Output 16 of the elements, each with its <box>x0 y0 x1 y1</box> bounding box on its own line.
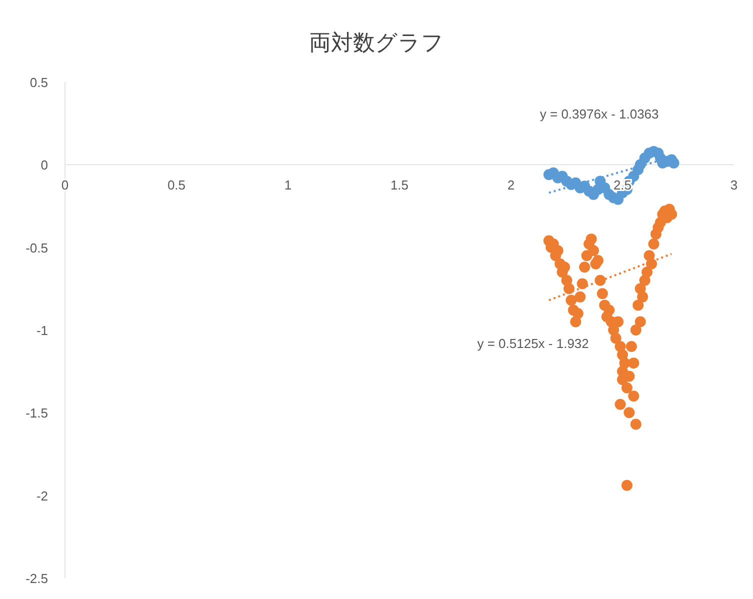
x-tick-label: 1.5 <box>390 178 409 193</box>
annotation: y = 0.5125x - 1.932 <box>477 336 589 352</box>
chart-title: 両対数グラフ <box>309 30 444 55</box>
x-tick-label: 2 <box>507 178 515 193</box>
y-tick-label: -1 <box>36 323 48 338</box>
y-tick-label: 0.5 <box>30 75 48 90</box>
y-tick-label: -2 <box>36 488 48 504</box>
x-tick-label: 1 <box>284 178 292 193</box>
annotation: y = 0.3976x - 1.0363 <box>540 106 659 122</box>
y-tick-label: 0 <box>40 158 48 173</box>
x-tick-label: 0 <box>61 178 69 193</box>
x-tick-label: 3 <box>730 178 738 193</box>
y-tick-label: -0.5 <box>26 240 48 256</box>
y-tick-label: -2.5 <box>26 571 48 586</box>
y-tick-label: -1.5 <box>26 406 48 421</box>
x-tick-label: 0.5 <box>167 178 186 193</box>
